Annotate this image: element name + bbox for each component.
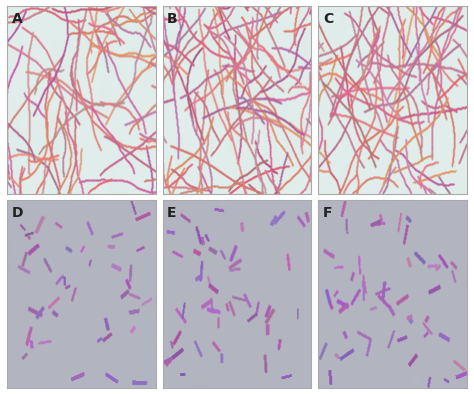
- Text: B: B: [167, 11, 178, 26]
- Text: D: D: [11, 206, 23, 219]
- Text: E: E: [167, 206, 177, 219]
- Text: C: C: [323, 11, 333, 26]
- Text: A: A: [11, 11, 22, 26]
- Text: F: F: [323, 206, 332, 219]
